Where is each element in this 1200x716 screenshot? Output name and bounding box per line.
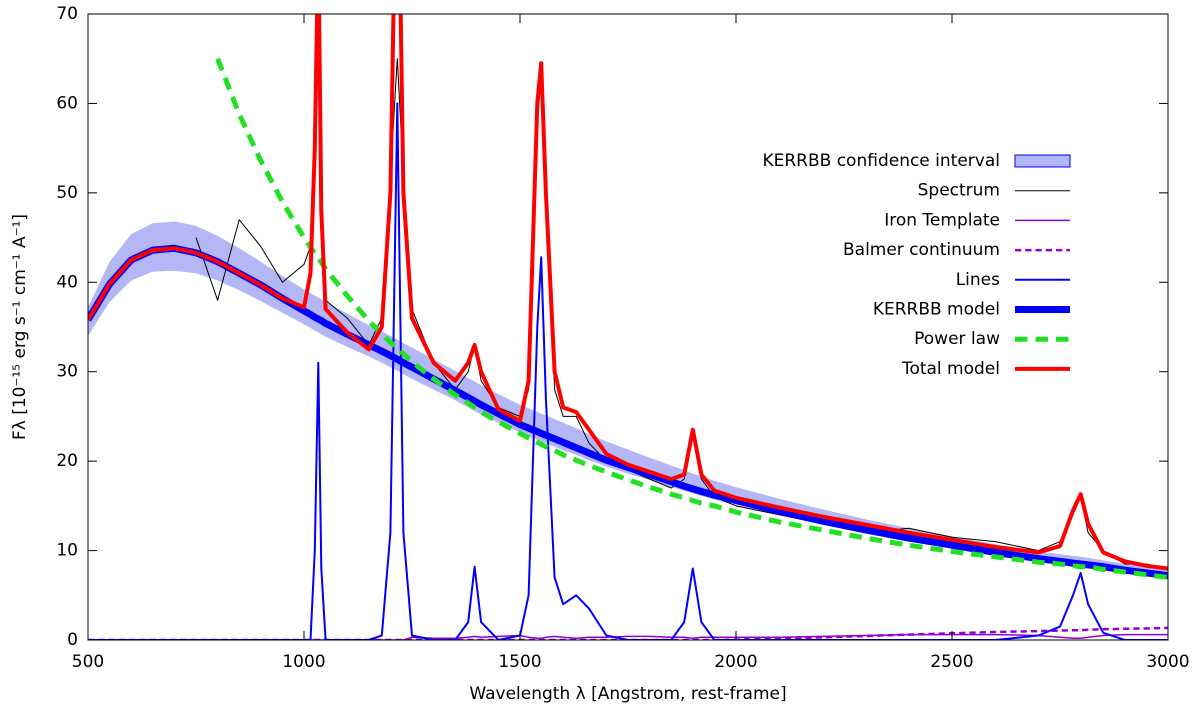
plot-area <box>88 14 1168 640</box>
y-axis-label: Fλ [10⁻¹⁵ erg s⁻¹ cm⁻¹ A⁻¹] <box>10 214 30 440</box>
x-tick-label: 1500 <box>498 652 541 672</box>
y-tick-label: 20 <box>56 451 78 471</box>
legend-label: KERRBB confidence interval <box>762 151 1000 171</box>
x-axis-label: Wavelength λ [Angstrom, rest-frame] <box>469 684 786 704</box>
confidence-band <box>88 221 1168 579</box>
series-line <box>88 14 1168 571</box>
plot-frame <box>87 13 1169 641</box>
x-tick-label: 1000 <box>282 652 325 672</box>
y-tick-label: 30 <box>56 362 78 382</box>
series-line <box>88 244 1168 580</box>
legend-swatch <box>1014 154 1071 168</box>
y-tick-label: 0 <box>67 630 78 650</box>
y-tick-label: 10 <box>56 541 78 561</box>
y-tick-label: 60 <box>56 93 78 113</box>
series-line <box>88 626 1168 640</box>
legend-label: Spectrum <box>918 181 1000 201</box>
x-tick-label: 3000 <box>1146 652 1189 672</box>
series-line <box>215 57 1168 580</box>
series-line <box>88 102 1168 640</box>
legend-label: Power law <box>914 329 1000 349</box>
x-tick-label: 2500 <box>930 652 973 672</box>
legend-label: Balmer continuum <box>843 240 1000 260</box>
x-tick-label: 500 <box>72 652 104 672</box>
x-tick-label: 2000 <box>714 652 757 672</box>
y-tick-label: 50 <box>56 183 78 203</box>
y-tick-label: 40 <box>56 272 78 292</box>
y-tick-label: 70 <box>56 4 78 24</box>
legend-label: KERRBB model <box>873 300 1000 320</box>
legend-label: Total model <box>901 359 1000 379</box>
legend-label: Lines <box>956 270 1000 290</box>
legend-label: Iron Template <box>884 210 1000 230</box>
